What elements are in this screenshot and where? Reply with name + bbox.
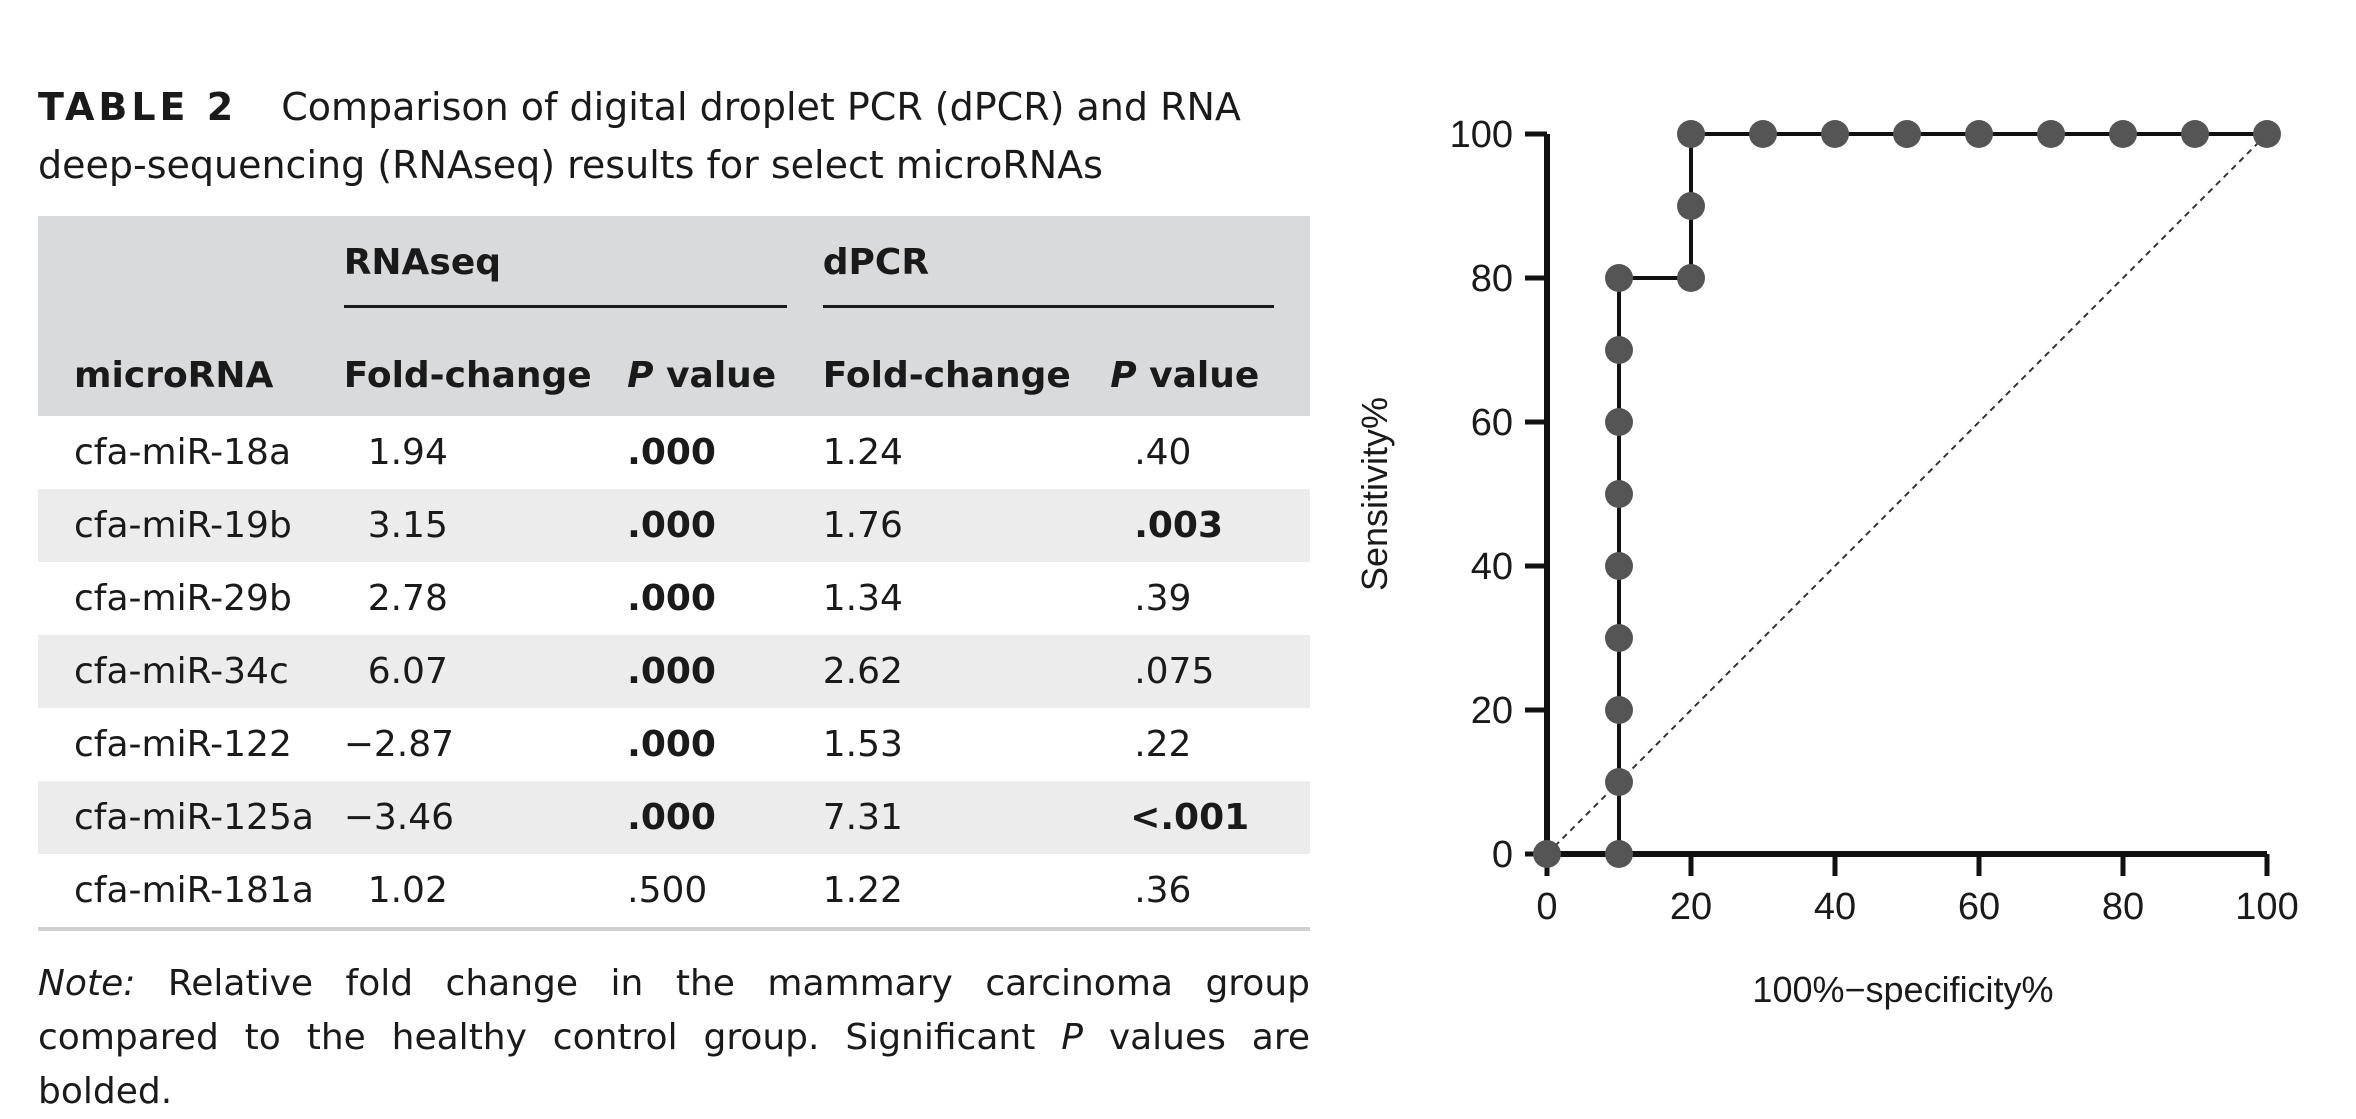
data-point xyxy=(1965,120,1993,148)
data-point xyxy=(2181,120,2209,148)
cell-rnaseq-p: .000 xyxy=(627,578,716,619)
table-label: TABLE 2 xyxy=(38,85,238,129)
cell-rnaseq-p: .000 xyxy=(627,489,823,562)
caption-line-1: Comparison of digital droplet PCR (dPCR)… xyxy=(281,85,1241,129)
col-header-dpcr-fold: Fold-change xyxy=(822,334,1111,416)
cell-rnaseq-fold: 1.02 xyxy=(343,854,628,931)
x-tick-label: 20 xyxy=(1670,886,1712,928)
col-header-rnaseq-fold: Fold-change xyxy=(343,334,628,416)
cell-rnaseq-p: .000 xyxy=(627,432,716,473)
cell-dpcr-fold: 1.76 xyxy=(822,489,1111,562)
table-row: cfa-miR-18a 1.94 .000 1.24 .40 xyxy=(38,416,1310,489)
y-tick-label: 100 xyxy=(1450,114,1513,156)
cell-dpcr-p: .003 xyxy=(1110,489,1310,562)
data-point xyxy=(2037,120,2065,148)
cell-rnaseq-fold: 2.78 xyxy=(367,578,448,619)
group-header-dpcr: dPCR xyxy=(822,242,1274,308)
results-table: RNAseq dPCR microRNA Fold-change P value… xyxy=(38,216,1310,931)
y-tick-label: 20 xyxy=(1471,690,1513,732)
y-axis-label: Sensitivity% xyxy=(1354,397,1395,591)
data-point xyxy=(1605,480,1633,508)
data-point xyxy=(2253,120,2281,148)
reference-line xyxy=(1546,133,2268,855)
cell-dpcr-fold: 7.31 xyxy=(822,781,1111,854)
cell-dpcr-fold: 1.34 xyxy=(822,578,903,619)
data-point xyxy=(1605,768,1633,796)
cell-microrna: cfa-miR-34c xyxy=(38,635,344,708)
col-header-microrna: microRNA xyxy=(38,334,344,416)
data-point xyxy=(1605,408,1633,436)
data-point xyxy=(1677,192,1705,220)
cell-dpcr-p: <.001 xyxy=(1110,781,1310,854)
table-block: TABLE 2 Comparison of digital droplet PCR… xyxy=(38,78,1310,1119)
col-header-rnaseq-p: P value xyxy=(627,334,823,416)
y-tick-label: 40 xyxy=(1471,546,1513,588)
table-row: cfa-miR-29b 2.78 .000 1.34 .39 xyxy=(38,562,1310,635)
cell-dpcr-p: .39 xyxy=(1134,578,1192,619)
cell-microrna: cfa-miR-29b xyxy=(74,578,292,619)
cell-rnaseq-fold: 3.15 xyxy=(343,489,628,562)
cell-dpcr-p: .40 xyxy=(1134,432,1192,473)
y-tick-label: 80 xyxy=(1471,258,1513,300)
cell-microrna: cfa-miR-19b xyxy=(38,489,344,562)
cell-microrna: cfa-miR-125a xyxy=(38,781,344,854)
x-tick-label: 0 xyxy=(1536,886,1557,928)
data-point xyxy=(1821,120,1849,148)
table-note: Note: Relative fold change in the mammar… xyxy=(38,963,1310,1112)
data-point xyxy=(1749,120,1777,148)
cell-rnaseq-fold: −3.46 xyxy=(343,781,628,854)
data-point xyxy=(1605,264,1633,292)
cell-rnaseq-p: .000 xyxy=(627,724,716,765)
x-axis-label: 100%−specificity% xyxy=(1752,969,2053,1010)
x-tick-label: 100 xyxy=(2235,886,2298,928)
roc-chart: 0 20 40 60 80 100 0 20 40 60 80 100 100%−specificity… xyxy=(1354,114,2299,1010)
cell-rnaseq-fold: 6.07 xyxy=(343,635,628,708)
table-row: cfa-miR-125a −3.46.000 7.31 <.001 xyxy=(38,781,1310,854)
cell-microrna: cfa-miR-18a xyxy=(74,432,292,473)
cell-dpcr-fold: 1.53 xyxy=(822,724,903,765)
cell-rnaseq-p: .000 xyxy=(627,781,823,854)
data-point xyxy=(1893,120,1921,148)
y-tick-label: 60 xyxy=(1471,402,1513,444)
data-point xyxy=(1605,840,1633,868)
cell-rnaseq-p: .000 xyxy=(627,635,823,708)
cell-rnaseq-p: .500 xyxy=(627,854,823,931)
table-row: cfa-miR-181a 1.02.500 1.22.36 xyxy=(38,854,1310,931)
cell-dpcr-p: .22 xyxy=(1134,724,1192,765)
cell-dpcr-p: .075 xyxy=(1110,635,1310,708)
x-tick-label: 60 xyxy=(1958,886,2000,928)
data-point xyxy=(1533,840,1561,868)
cell-microrna: cfa-miR-122 xyxy=(74,724,292,765)
x-tick-label: 80 xyxy=(2102,886,2144,928)
col-header-dpcr-p: P value xyxy=(1110,334,1310,416)
x-tick-label: 40 xyxy=(1814,886,1856,928)
table-row: cfa-miR-34c 6.07.000 2.62.075 xyxy=(38,635,1310,708)
y-tick-label: 0 xyxy=(1492,834,1513,876)
data-point xyxy=(1605,624,1633,652)
data-point xyxy=(1677,264,1705,292)
cell-microrna: cfa-miR-181a xyxy=(38,854,344,931)
cell-dpcr-fold: 2.62 xyxy=(822,635,1111,708)
table-row: cfa-miR-19b 3.15.000 1.76.003 xyxy=(38,489,1310,562)
data-point xyxy=(2109,120,2137,148)
cell-dpcr-fold: 1.22 xyxy=(822,854,1111,931)
data-point xyxy=(1605,552,1633,580)
table-caption: TABLE 2 Comparison of digital droplet PCR… xyxy=(38,78,1310,194)
cell-dpcr-fold: 1.24 xyxy=(822,432,903,473)
data-point xyxy=(1605,696,1633,724)
caption-line-2: deep-sequencing (RNAseq) results for sel… xyxy=(38,143,1103,187)
table-row: cfa-miR-122 −2.87 .000 1.53 .22 xyxy=(38,708,1310,781)
cell-rnaseq-fold: −2.87 xyxy=(343,724,455,765)
data-point xyxy=(1677,120,1705,148)
cell-rnaseq-fold: 1.94 xyxy=(367,432,448,473)
data-point xyxy=(1605,336,1633,364)
cell-dpcr-p: .36 xyxy=(1110,854,1310,931)
group-header-rnaseq: RNAseq xyxy=(343,242,787,308)
